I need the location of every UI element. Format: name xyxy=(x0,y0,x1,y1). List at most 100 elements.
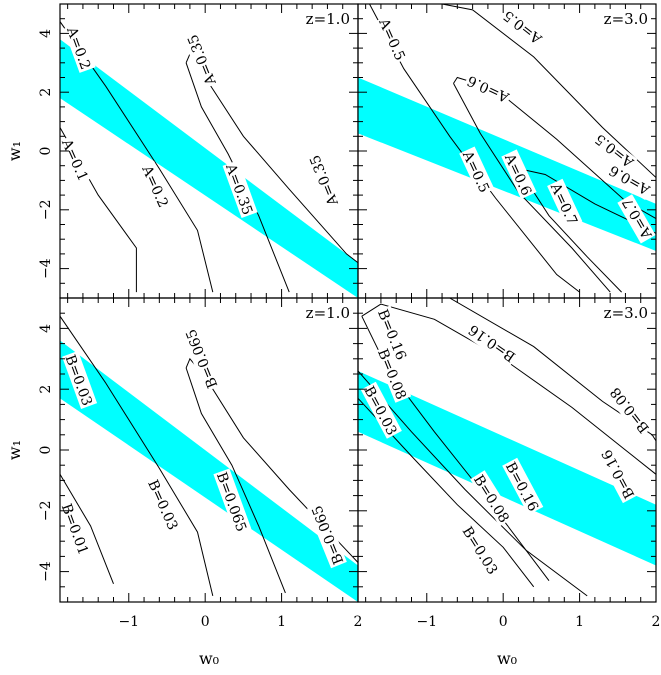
contour-line xyxy=(449,298,656,442)
contour-label: B=0.03 xyxy=(144,475,183,534)
contour-label-bg xyxy=(304,151,342,210)
contour-label-text: A=0.6 xyxy=(465,72,513,106)
contour-label-bg xyxy=(459,146,495,197)
plot-area: A=0.2A=0.2A=0.1A=0.35A=0.35 A=0.35 xyxy=(58,21,358,298)
contour-label-bg xyxy=(307,502,347,569)
contour-label: B=0.01 xyxy=(58,499,94,558)
contour-label: B=0.065 xyxy=(181,326,221,392)
allowed-region-band xyxy=(60,340,358,602)
contour-label-bg xyxy=(463,321,520,367)
y-tick-label: −2 xyxy=(38,199,54,220)
y-tick-label: −4 xyxy=(38,258,54,279)
contour-label-bg xyxy=(181,326,221,392)
x-tick-label: 1 xyxy=(575,614,584,630)
contour-label-bg xyxy=(62,350,98,409)
panel-title: z=1.0 xyxy=(306,304,350,322)
contour-label-bg xyxy=(138,161,174,212)
contour-line xyxy=(358,397,535,588)
panel-title: z=1.0 xyxy=(306,10,350,28)
y-tick-label: 0 xyxy=(38,446,54,455)
contour-label-bg xyxy=(374,344,412,403)
contour-label-bg xyxy=(589,130,638,173)
contour-line xyxy=(518,168,656,234)
contour-label-bg xyxy=(617,194,656,244)
contour-label-bg xyxy=(501,149,537,200)
contour-label-bg xyxy=(60,499,94,558)
contour-label-text: A=0.35 xyxy=(307,152,342,208)
contour-label: A=0.6 xyxy=(462,72,513,108)
contour-label: B=0.08 xyxy=(605,383,653,438)
contour-label-bg xyxy=(374,305,412,364)
x-axis-label: w₀ xyxy=(199,649,219,668)
contour-label: A=0.5 xyxy=(498,6,546,50)
contour-line xyxy=(185,367,286,594)
contour-label-bg xyxy=(360,381,402,439)
x-tick-label: −1 xyxy=(416,614,437,630)
contour-label-bg xyxy=(498,6,546,50)
contour-label-bg xyxy=(60,134,94,185)
contour-label-text: A=0.35 xyxy=(185,32,220,88)
x-tick-label: −1 xyxy=(118,614,139,630)
contour-label-bg xyxy=(547,178,583,229)
panel-title: z=3.0 xyxy=(604,304,648,322)
contour-label-text: A=0.1 xyxy=(58,136,91,184)
x-tick-label: 0 xyxy=(201,614,210,630)
contour-label-bg xyxy=(604,161,654,200)
x-tick-label: 2 xyxy=(354,614,363,630)
y-axis-label: w₁ xyxy=(5,141,24,161)
y-tick-label: 4 xyxy=(38,29,54,38)
x-tick-label: 1 xyxy=(277,614,286,630)
contour-label-text: A=0.5 xyxy=(375,15,408,63)
contour-label-bg xyxy=(458,521,503,579)
contour-label-bg xyxy=(605,383,653,438)
x-axis-label: w₀ xyxy=(497,649,517,668)
contour-line xyxy=(442,4,656,178)
plot-area: A=0.5 A=0.5A=0.5A=0.6A=0.6 A=0.6A=0.7A=0.7… xyxy=(358,4,656,293)
contour-label-text: B=0.065 xyxy=(183,327,221,391)
y-tick-label: 2 xyxy=(38,88,54,97)
contour-label-text: B=0.08 xyxy=(607,384,652,436)
y-tick-label: −4 xyxy=(38,561,54,582)
y-axis-label: w₁ xyxy=(5,440,24,460)
contour-label: A=0.1 xyxy=(58,134,94,185)
y-tick-label: 4 xyxy=(38,324,54,333)
y-tick-label: 2 xyxy=(38,385,54,394)
panels-group: A=0.2A=0.2A=0.1A=0.35A=0.35 A=0.35z=1.0−4… xyxy=(5,3,661,668)
contour-label: A=0.5 xyxy=(375,14,411,65)
contour-label-bg xyxy=(182,31,220,90)
contour-line xyxy=(185,357,358,563)
contour-label-bg xyxy=(144,475,183,534)
y-tick-label: −2 xyxy=(38,500,54,521)
contour-line xyxy=(60,474,114,584)
contour-label-bg xyxy=(375,14,411,65)
y-tick-label: 0 xyxy=(38,147,54,156)
contour-label-bg xyxy=(63,22,96,73)
contour-label-bg xyxy=(470,470,515,527)
contour-line xyxy=(60,315,214,597)
contour-label-bg xyxy=(596,445,638,504)
contour-label: A=0.35 xyxy=(304,151,342,210)
x-tick-label: 2 xyxy=(652,614,661,630)
contour-line xyxy=(358,370,588,597)
contour-label: B=0.16 xyxy=(463,321,520,367)
contour-label-bg xyxy=(222,159,258,219)
contour-label-bg xyxy=(213,468,252,535)
panel-bottom-right: B=0.16 B=0.16B=0.16B=0.08B=0.08B=0.08B=0.… xyxy=(357,297,661,668)
contour-label-text: B=0.01 xyxy=(58,502,91,557)
panel-bottom-left: B=0.03B=0.03B=0.01B=0.065B=0.065B=0.065z… xyxy=(5,297,363,668)
contour-label-text: B=0.16 xyxy=(466,321,519,365)
contour-label-text: B=0.03 xyxy=(144,478,180,533)
x-tick-label: 0 xyxy=(499,614,508,630)
panel-top-left: A=0.2A=0.2A=0.1A=0.35A=0.35 A=0.35z=1.0−4… xyxy=(5,3,359,299)
plot-area: B=0.16 B=0.16B=0.16B=0.08B=0.08B=0.08B=0.… xyxy=(358,298,656,597)
contour-label: A=0.35 xyxy=(182,31,220,90)
contour-line xyxy=(185,62,290,293)
contour-label-text: A=0.2 xyxy=(138,162,171,210)
contour-label-bg xyxy=(502,457,544,515)
panel-top-right: A=0.5 A=0.5A=0.5A=0.6A=0.6 A=0.6A=0.7A=0.7… xyxy=(357,3,657,299)
contour-label-bg xyxy=(462,72,513,108)
allowed-region-band xyxy=(60,39,358,298)
contour-label: B=0.03 xyxy=(458,521,503,579)
